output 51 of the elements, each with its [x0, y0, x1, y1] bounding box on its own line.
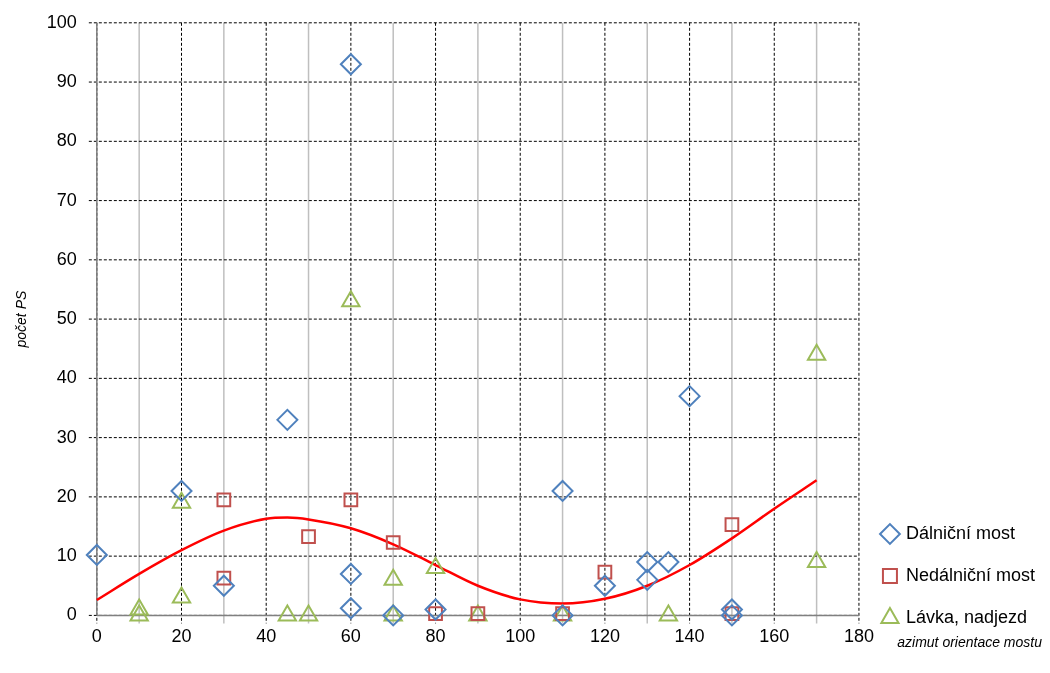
y-tick-label: 50: [56, 308, 77, 329]
x-tick-label: 140: [674, 626, 705, 647]
y-tick-label: 40: [56, 367, 77, 388]
y-tick-label: 60: [56, 248, 77, 269]
x-tick-label: 180: [843, 626, 874, 647]
point: [216, 492, 232, 508]
point: [597, 564, 613, 580]
y-tick-label: 70: [56, 189, 77, 210]
point: [720, 604, 743, 627]
point: [339, 597, 362, 620]
point: [593, 574, 616, 597]
x-tick-label: 0: [91, 626, 102, 647]
point: [212, 574, 235, 597]
point: [551, 479, 574, 502]
y-tick-label: 80: [56, 130, 77, 151]
point: [85, 543, 108, 566]
x-tick-label: 40: [256, 626, 277, 647]
point: [339, 562, 362, 585]
x-tick-label: 160: [759, 626, 790, 647]
point: [724, 517, 740, 533]
y-tick-label: 30: [56, 426, 77, 447]
point: [720, 598, 743, 621]
point: [276, 408, 299, 431]
point: [339, 53, 362, 76]
point: [657, 551, 680, 574]
y-tick-label: 0: [66, 604, 77, 625]
x-axis-title: azimut orientace mostu: [897, 634, 1043, 651]
x-tick-label: 60: [340, 626, 361, 647]
point: [301, 529, 316, 544]
point: [636, 551, 659, 574]
legend-label: Lávka, nadjezd: [905, 606, 1028, 627]
legend-label: Dálniční most: [905, 522, 1015, 543]
x-tick-label: 80: [425, 626, 446, 647]
point: [385, 535, 401, 550]
y-axis-title: počet PS: [13, 290, 30, 349]
point: [678, 385, 701, 408]
point: [806, 551, 827, 569]
point: [551, 604, 574, 627]
y-tick-label: 10: [56, 545, 77, 566]
x-tick-label: 120: [589, 626, 620, 647]
legend-label: Nedálniční most: [905, 564, 1035, 585]
point: [424, 598, 447, 621]
x-tick-label: 100: [505, 626, 536, 647]
point: [170, 479, 193, 502]
point: [636, 568, 659, 591]
point: [382, 604, 405, 627]
point: [343, 492, 359, 508]
y-tick-label: 20: [56, 485, 77, 506]
x-tick-label: 20: [171, 626, 192, 647]
y-tick-label: 90: [56, 71, 77, 92]
y-tick-label: 100: [46, 11, 77, 32]
